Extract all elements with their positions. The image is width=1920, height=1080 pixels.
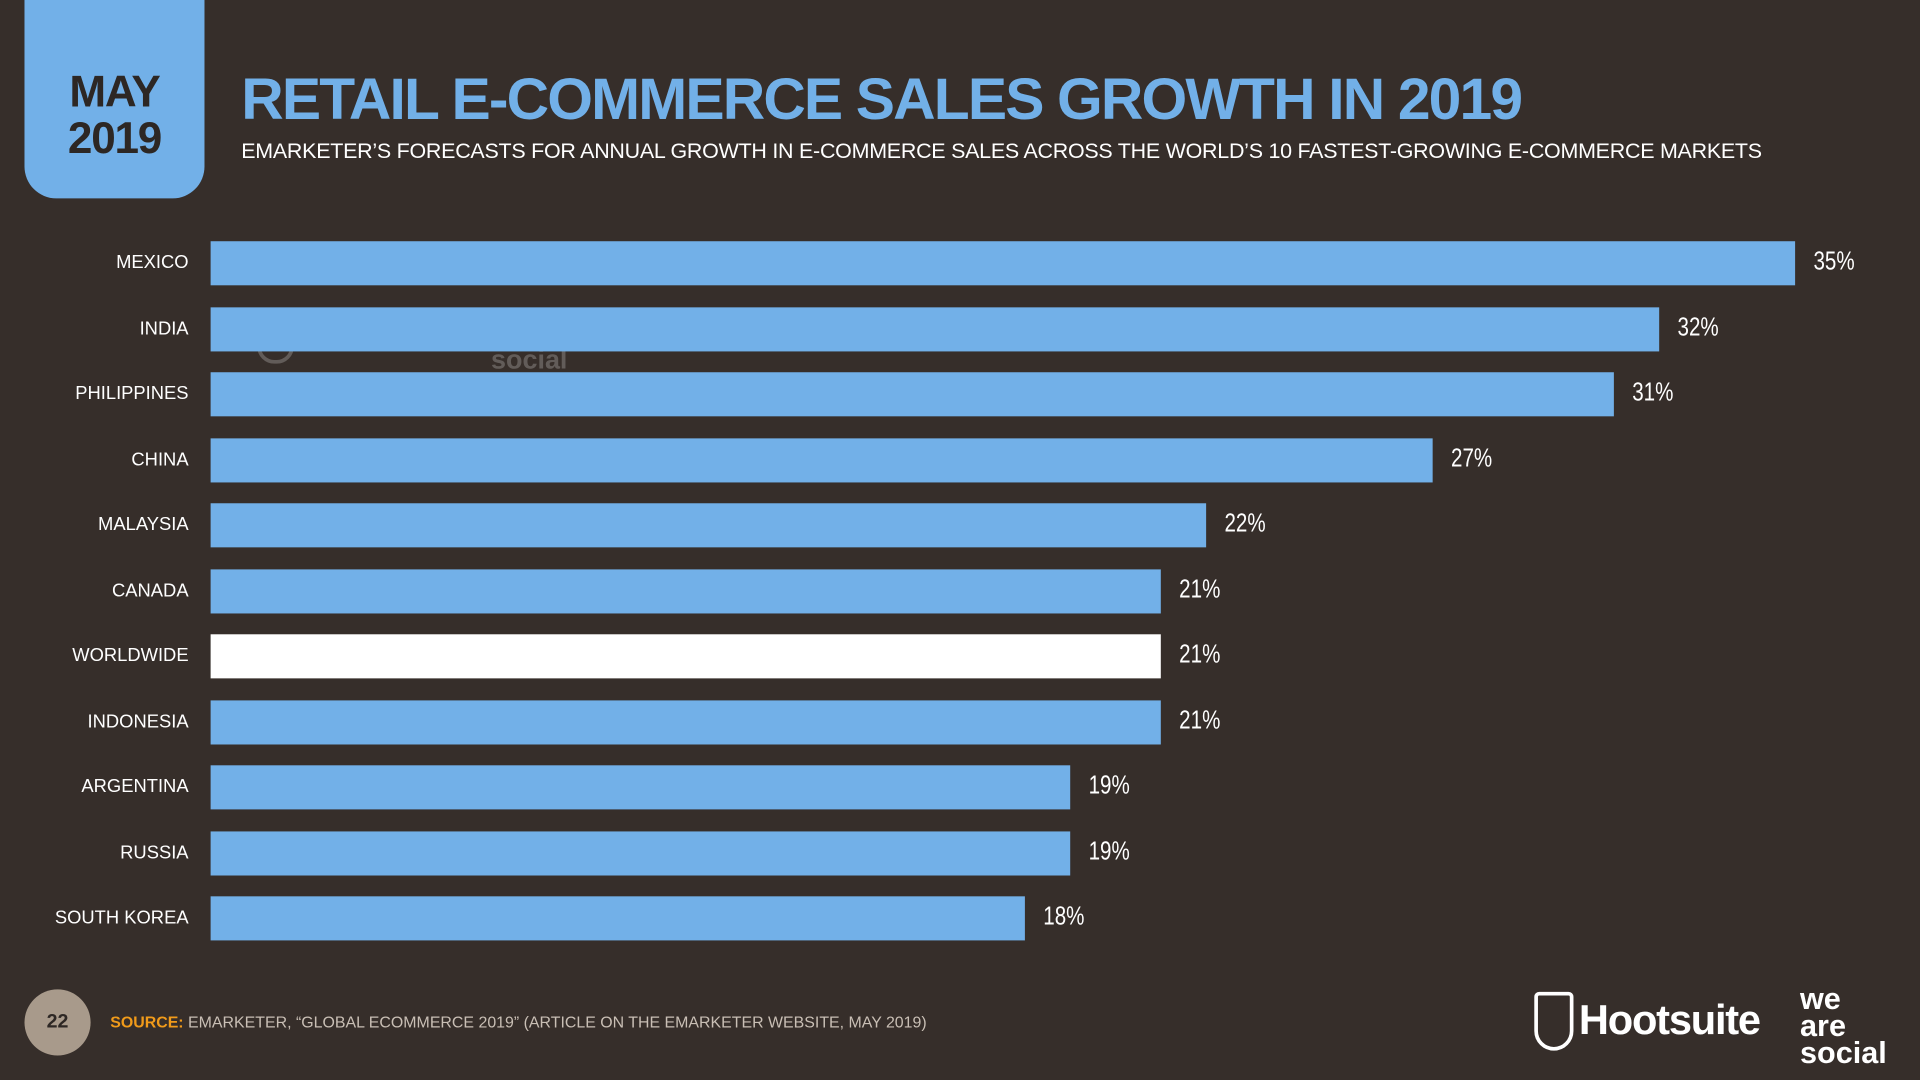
bar <box>210 896 1026 941</box>
source-text: EMARKETER, “GLOBAL ECOMMERCE 2019” (ARTI… <box>188 1012 927 1032</box>
category-label: PHILIPPINES <box>75 383 189 405</box>
category-label: CHINA <box>131 448 189 470</box>
bar <box>210 372 1615 417</box>
date-badge: MAY 2019 <box>24 0 205 199</box>
data-label: 18% <box>1043 902 1086 931</box>
owl-icon <box>1534 991 1574 1051</box>
bar <box>210 765 1071 810</box>
category-label: INDONESIA <box>87 710 189 732</box>
category-label: RUSSIA <box>120 841 189 863</box>
bar <box>210 634 1162 679</box>
data-label: 21% <box>1179 574 1221 604</box>
data-label: 21% <box>1179 640 1221 669</box>
data-label: 35% <box>1813 247 1855 276</box>
source-note: SOURCE: EMARKETER, “GLOBAL ECOMMERCE 201… <box>110 1013 926 1031</box>
hootsuite-logo: Hootsuite <box>1534 991 1761 1051</box>
we-are-social-logo: we are social <box>1800 982 1887 1071</box>
category-label: MALAYSIA <box>98 514 189 536</box>
data-label: 32% <box>1677 312 1719 342</box>
data-label: 31% <box>1632 378 1674 407</box>
data-label: 19% <box>1089 836 1131 866</box>
page-number: 22 <box>24 989 91 1056</box>
date-year: 2019 <box>67 112 162 163</box>
bar <box>210 503 1207 548</box>
category-label: INDIA <box>139 317 189 339</box>
bar <box>210 437 1433 482</box>
page-subtitle: EMARKETER’S FORECASTS FOR ANNUAL GROWTH … <box>241 138 1762 163</box>
data-label: 21% <box>1179 705 1221 735</box>
category-label: MEXICO <box>116 252 189 274</box>
page-title: RETAIL E-COMMERCE SALES GROWTH IN 2019 <box>241 67 1523 133</box>
bar <box>210 306 1660 351</box>
data-label: 22% <box>1224 509 1267 538</box>
date-month: MAY <box>69 66 160 117</box>
bar <box>210 241 1796 286</box>
category-label: ARGENTINA <box>81 776 189 798</box>
data-label: 19% <box>1089 771 1131 800</box>
bar <box>210 699 1162 744</box>
data-label: 27% <box>1451 443 1493 473</box>
category-label: CANADA <box>112 579 189 601</box>
bar <box>210 830 1071 875</box>
category-label: SOUTH KOREA <box>54 907 189 929</box>
category-label: WORLDWIDE <box>72 645 189 667</box>
bar <box>210 568 1162 613</box>
source-label: SOURCE: <box>110 1012 184 1032</box>
